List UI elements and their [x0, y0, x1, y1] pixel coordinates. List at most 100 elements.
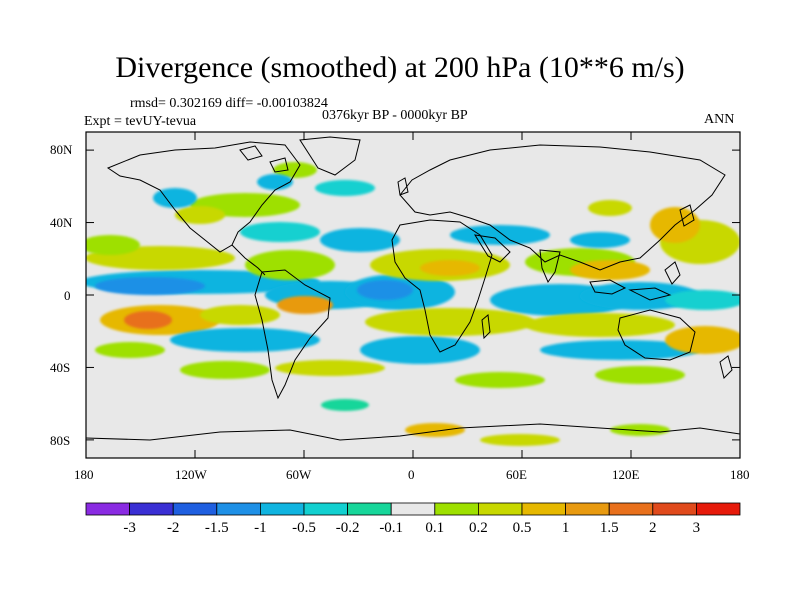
colorbar-swatch [303, 502, 348, 516]
contour-region [365, 308, 535, 336]
colorbar-swatch [696, 502, 741, 516]
colorbar-label: -3 [123, 520, 136, 536]
colorbar-swatch [608, 502, 654, 516]
colorbar-label: -1.5 [205, 520, 229, 536]
lon-label-180e: 180 [730, 467, 750, 482]
lat-label-40s: 40S [50, 360, 71, 375]
colorbar-label: -0.1 [379, 520, 403, 536]
coastline [391, 219, 493, 353]
contour-region [480, 434, 560, 446]
coastline [239, 145, 263, 161]
coastline [269, 157, 289, 173]
period-label: 0376kyr BP - 0000kyr BP [322, 108, 468, 123]
contour-region [357, 280, 413, 300]
lon-label-120e: 120E [612, 467, 640, 482]
contour-region [320, 228, 400, 252]
contour-region [315, 180, 375, 196]
colorbar-label: 1 [562, 520, 570, 536]
contour-region [665, 326, 740, 354]
colorbar-swatch [85, 502, 130, 516]
coastline [86, 423, 740, 441]
lon-label-60e: 60E [506, 467, 527, 482]
coastline [254, 269, 331, 400]
colorbar-swatch [434, 502, 479, 516]
colorbar-swatch [216, 502, 261, 516]
contour-region [200, 305, 280, 325]
contour-region [360, 336, 480, 364]
colorbar-label: 1.5 [600, 520, 619, 536]
colorbar-label: -0.5 [292, 520, 316, 536]
contour-region [570, 232, 630, 248]
lat-label-80n: 80N [50, 142, 73, 157]
contour-region [170, 328, 320, 352]
colorbar-swatch [477, 502, 523, 516]
colorbar-swatch [347, 502, 392, 516]
contour-region [86, 235, 140, 255]
coastline-layer [86, 136, 740, 441]
contour-region [257, 174, 293, 190]
coastline [231, 244, 266, 276]
coastline [399, 144, 726, 271]
plot-title: Divergence (smoothed) at 200 hPa (10**6 … [115, 51, 685, 84]
contour-region [124, 311, 172, 329]
contour-region [540, 340, 700, 360]
colorbar-label: 3 [693, 520, 701, 536]
coastline [397, 177, 409, 196]
colorbar-label: 0.2 [469, 520, 488, 536]
contour-region [455, 372, 545, 388]
contour-region [180, 361, 270, 379]
contour-region [570, 260, 650, 280]
contour-region [245, 250, 335, 280]
contour-region [240, 222, 320, 242]
coastline [481, 314, 491, 340]
contour-region [610, 424, 670, 436]
lat-label-40n: 40N [50, 215, 73, 230]
contour-region [588, 200, 632, 216]
coastline [589, 279, 627, 295]
lat-label-80s: 80S [50, 433, 71, 448]
colorbar-label: 2 [649, 520, 657, 536]
colorbar-swatch [172, 502, 218, 516]
contour-region [95, 277, 205, 295]
contour-region [175, 206, 225, 224]
lon-label-60w: 60W [286, 467, 312, 482]
colorbar-swatch [129, 502, 174, 516]
axis-ticks [85, 132, 741, 458]
colorbar-label: -2 [167, 520, 180, 536]
colorbar-label: 0.1 [425, 520, 444, 536]
contour-region [450, 225, 550, 245]
coastline [474, 234, 511, 263]
contour-region [153, 188, 197, 208]
coastline [679, 204, 695, 227]
coastline [664, 261, 681, 285]
contour-region [95, 342, 165, 358]
contour-region [595, 366, 685, 384]
lon-label-180w: 180 [74, 467, 94, 482]
colorbar-label: 0.5 [513, 520, 532, 536]
coastline [106, 141, 301, 253]
contour-region [525, 313, 675, 337]
colorbar-label: -0.2 [336, 520, 360, 536]
colorbar-swatch [521, 502, 566, 516]
lon-label-0: 0 [408, 467, 415, 482]
stats-label: rmsd= 0.302169 diff= -0.00103824 [130, 96, 328, 111]
contour-region [420, 260, 480, 276]
coastline [719, 355, 733, 379]
experiment-label: Expt = tevUY-tevua [84, 114, 197, 129]
contour-region [665, 290, 740, 310]
contour-region [275, 360, 385, 376]
contour-region [277, 296, 333, 314]
colorbar-swatch [259, 502, 305, 516]
contour-region [321, 399, 369, 411]
colorbar-label: -1 [254, 520, 267, 536]
colorbar-swatch [390, 502, 436, 516]
coastline [628, 287, 672, 301]
lon-label-120w: 120W [175, 467, 207, 482]
coastline [617, 309, 696, 361]
colorbar-swatch [652, 502, 697, 516]
season-label: ANN [704, 112, 735, 127]
coastline [299, 136, 361, 176]
lat-label-eq: 0 [64, 288, 71, 303]
